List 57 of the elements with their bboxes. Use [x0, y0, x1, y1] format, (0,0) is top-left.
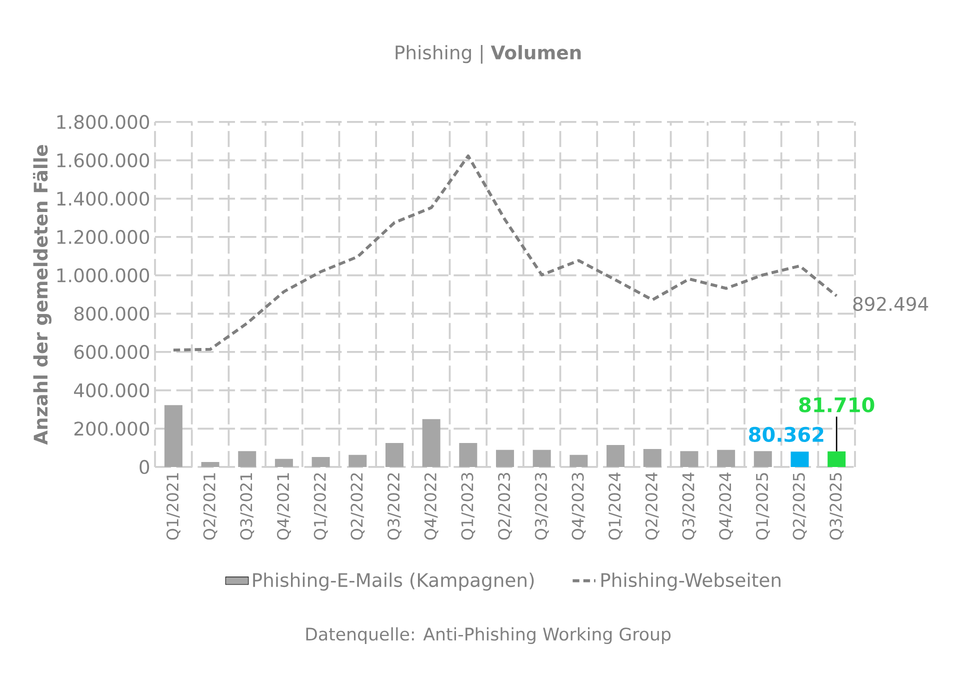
x-tick-label: Q3/2025 — [830, 473, 844, 540]
x-tick-label: Q4/2022 — [424, 473, 438, 540]
bar — [643, 448, 662, 467]
bar — [459, 443, 478, 467]
bar — [717, 450, 736, 467]
x-tick-label: Q4/2021 — [276, 473, 291, 540]
bar — [828, 451, 846, 467]
x-tick-label: Q2/2023 — [498, 473, 512, 540]
y-tick-label: 400.000 — [74, 383, 150, 398]
bar — [790, 452, 809, 467]
data-label: 892.494 — [853, 296, 928, 311]
y-tick-label: 1.800.000 — [57, 114, 150, 130]
data-label: 80.362 — [749, 426, 824, 442]
x-tick-label: Q4/2024 — [719, 472, 734, 540]
bar — [606, 444, 625, 467]
bar — [164, 405, 182, 467]
bar — [348, 454, 367, 467]
x-tick-label: Q2/2024 — [645, 472, 660, 540]
x-tick-label: Q1/2025 — [756, 473, 770, 540]
bar — [496, 450, 514, 467]
bar — [238, 451, 256, 467]
bar — [201, 462, 220, 467]
x-tick-label: Q3/2021 — [240, 473, 254, 540]
bar — [422, 419, 440, 467]
x-tick-label: Q3/2023 — [534, 473, 549, 540]
y-tick-label: 1.600.000 — [57, 153, 150, 168]
y-tick-label: 200.000 — [74, 422, 150, 436]
x-tick-label: Q1/2022 — [314, 473, 328, 540]
bar — [385, 443, 404, 467]
bar — [312, 457, 330, 467]
legend-label: Phishing-E-Mails (Kampagnen) — [253, 572, 534, 591]
bar — [754, 451, 772, 467]
y-tick-label: 600.000 — [74, 344, 150, 360]
text: Datenquelle: Anti-Phishing Working Group — [306, 627, 671, 644]
bar — [274, 458, 293, 467]
x-tick-label: Q1/2023 — [461, 473, 476, 540]
legend-label: Phishing-Webseiten — [601, 572, 780, 591]
y-tick-label: 1.000.000 — [57, 268, 150, 282]
line-series — [172, 154, 838, 352]
y-axis-title: Anzahl der gemeldeten Fälle — [32, 145, 52, 445]
x-tick-label: Q1/2024 — [608, 472, 623, 540]
bar — [570, 454, 588, 467]
x-tick-label: Q3/2022 — [388, 473, 402, 540]
y-tick-label: 0 — [140, 460, 150, 474]
x-tick-label: Q2/2025 — [792, 473, 807, 540]
y-tick-label: 1.400.000 — [57, 192, 150, 206]
x-tick-label: Q1/2021 — [166, 473, 180, 540]
y-tick-label: 800.000 — [74, 306, 150, 321]
bar — [680, 451, 698, 467]
x-tick-label: Q3/2024 — [682, 472, 696, 540]
x-tick-label: Q4/2023 — [572, 473, 586, 540]
data-label: 81.710 — [799, 397, 874, 412]
bar — [532, 450, 551, 467]
chart-title: Phishing | Volumen — [396, 44, 581, 64]
x-tick-label: Q2/2021 — [203, 473, 218, 540]
y-tick-label: 1.200.000 — [57, 230, 150, 244]
x-tick-label: Q2/2022 — [350, 473, 365, 540]
